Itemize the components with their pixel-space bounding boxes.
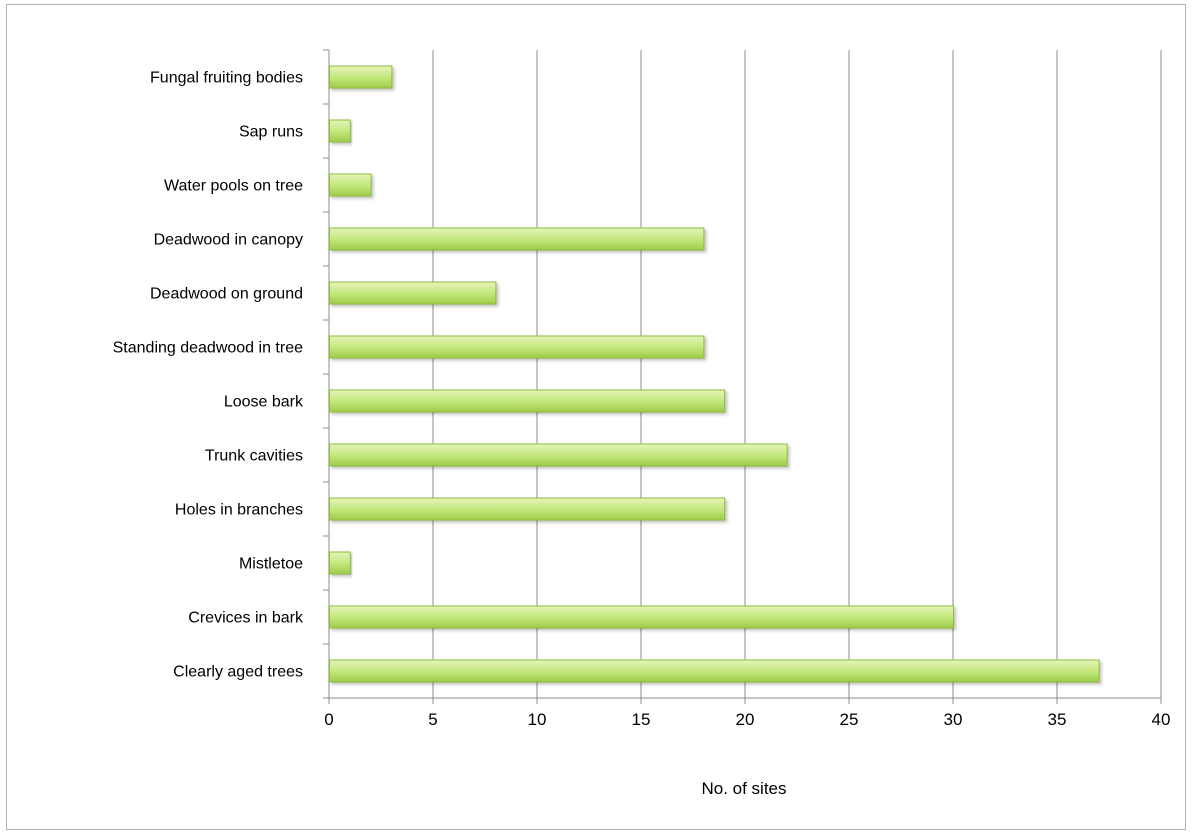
x-tick-label: 20 — [736, 710, 755, 729]
x-axis-title: No. of sites — [701, 779, 786, 798]
category-labels: Clearly aged trees Crevices in bark Mistle… — [113, 70, 304, 681]
category-label: Water pools on tree — [164, 178, 303, 195]
category-label: Loose bark — [224, 394, 304, 411]
x-tick-label: 40 — [1152, 710, 1171, 729]
x-tick-label: 15 — [632, 710, 651, 729]
bar — [329, 227, 705, 251]
bar — [329, 335, 705, 359]
bar — [329, 281, 497, 305]
category-label: Trunk cavities — [205, 448, 303, 465]
category-label: Deadwood in canopy — [154, 232, 303, 249]
category-label: Deadwood on ground — [150, 286, 303, 303]
category-label: Standing deadwood in tree — [113, 340, 303, 357]
chart-frame — [6, 4, 1186, 830]
bars — [329, 65, 1100, 683]
bar — [329, 173, 372, 197]
bar — [329, 65, 393, 89]
bar — [329, 389, 726, 413]
bar — [329, 119, 351, 143]
category-label: Mistletoe — [239, 556, 303, 573]
category-label: Sap runs — [239, 124, 303, 141]
category-label: Clearly aged trees — [173, 664, 303, 681]
category-label: Holes in branches — [175, 502, 303, 519]
category-label: Crevices in bark — [188, 610, 304, 627]
category-label: Fungal fruiting bodies — [150, 70, 303, 87]
x-tick-label: 25 — [840, 710, 859, 729]
bar — [329, 605, 954, 629]
axes — [323, 49, 1162, 704]
x-tick-label: 10 — [528, 710, 547, 729]
gridlines — [432, 50, 1162, 698]
x-tick-labels: 0 5 10 15 20 25 30 35 40 — [324, 710, 1170, 729]
bar — [329, 497, 726, 521]
x-tick-label: 0 — [324, 710, 333, 729]
bar — [329, 551, 351, 575]
x-tick-label: 5 — [428, 710, 437, 729]
bar — [329, 659, 1100, 683]
bar — [329, 443, 788, 467]
x-tick-label: 30 — [944, 710, 963, 729]
x-tick-label: 35 — [1048, 710, 1067, 729]
